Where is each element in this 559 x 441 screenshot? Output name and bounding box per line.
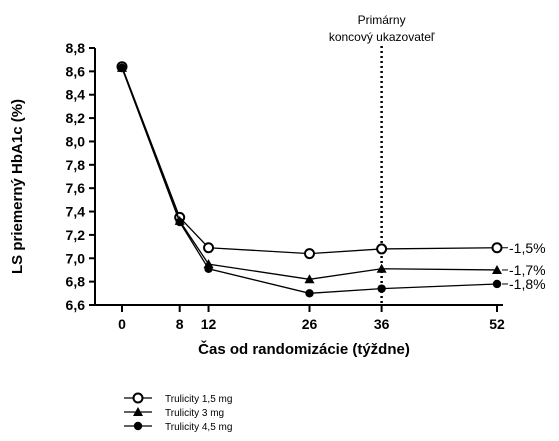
end-label: -1,7% xyxy=(509,262,546,278)
y-tick-label: 8,4 xyxy=(66,87,86,103)
data-point xyxy=(377,284,386,293)
data-point xyxy=(492,264,502,274)
data-point xyxy=(304,248,315,260)
x-tick-label: 52 xyxy=(489,316,505,332)
y-tick-label: 8,0 xyxy=(66,133,86,149)
legend-label: Trulicity 3 mg xyxy=(165,408,224,419)
legend-marker xyxy=(132,392,144,404)
series-line xyxy=(121,67,498,280)
data-point xyxy=(175,217,184,227)
y-tick-label: 8,6 xyxy=(66,63,86,79)
series-line xyxy=(121,66,498,255)
data-point xyxy=(376,263,387,273)
legend: Trulicity 1,5 mg Trulicity 3 mg Trulicity … xyxy=(124,392,232,433)
end-label: -1,5% xyxy=(509,240,546,256)
annotation-line-2: koncový ukazovateľ xyxy=(329,30,435,44)
x-tick-label: 12 xyxy=(201,316,217,332)
x-axis-title: Čas od randomizácie (týždne) xyxy=(198,340,410,358)
end-label: -1,8% xyxy=(509,276,546,292)
x-tick-label: 26 xyxy=(302,316,318,332)
annotation-line-1: Primárny xyxy=(358,13,406,27)
data-point xyxy=(491,242,503,254)
y-tick-label: 7,0 xyxy=(66,250,86,266)
data-point xyxy=(117,63,127,73)
y-tick-label: 7,4 xyxy=(66,204,86,220)
legend-label: Trulicity 1,5 mg xyxy=(165,394,232,405)
data-point xyxy=(305,289,314,298)
data-point xyxy=(203,242,215,254)
y-tick-label: 7,6 xyxy=(66,180,86,196)
series-3 xyxy=(117,63,502,298)
x-tick-label: 36 xyxy=(374,316,390,332)
end-labels: -1,5% -1,7%-1,8% xyxy=(502,240,546,292)
x-axis-ticks: 0 8 12 26 36 52 xyxy=(118,305,505,332)
x-tick-label: 8 xyxy=(176,316,184,332)
legend-item: Trulicity 3 mg xyxy=(124,407,224,419)
y-axis-title: LS priemerný HbA1c (%) xyxy=(9,99,26,274)
data-point xyxy=(204,264,213,273)
y-tick-label: 6,6 xyxy=(66,297,86,313)
y-tick-label: 7,2 xyxy=(66,227,86,243)
y-tick-label: 8,8 xyxy=(66,40,86,56)
series-line xyxy=(121,67,498,294)
y-tick-label: 7,8 xyxy=(66,157,86,173)
data-point xyxy=(492,279,502,289)
x-tick-label: 0 xyxy=(118,316,126,332)
legend-marker xyxy=(133,407,143,416)
y-axis-ticks: 6,6 6,8 7,0 7,2 7,4 7,6 7,8 8,0 8,2 8,4 8,6 8,8 xyxy=(66,40,95,313)
legend-marker xyxy=(133,421,143,431)
axes xyxy=(94,48,503,306)
data-point xyxy=(304,274,315,284)
legend-item: Trulicity 1,5 mg xyxy=(124,392,232,405)
series-1 xyxy=(116,61,503,260)
series-layer xyxy=(116,61,503,298)
legend-item: Trulicity 4,5 mg xyxy=(124,421,232,433)
data-point xyxy=(376,243,388,255)
y-tick-label: 6,8 xyxy=(66,274,86,290)
y-tick-label: 8,2 xyxy=(66,110,86,126)
legend-label: Trulicity 4,5 mg xyxy=(165,422,232,433)
